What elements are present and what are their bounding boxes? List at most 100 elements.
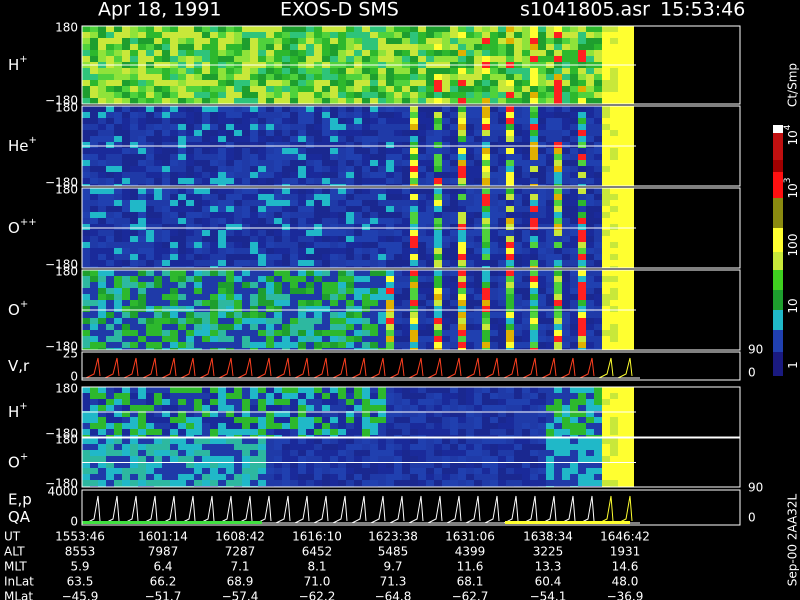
spectrogram-cell bbox=[194, 230, 202, 236]
spectrogram-cell bbox=[602, 154, 610, 160]
spectrogram-cell bbox=[410, 456, 418, 462]
spectrogram-cell bbox=[418, 462, 426, 468]
spectrogram-cell bbox=[106, 474, 114, 480]
spectrogram-cell bbox=[602, 56, 610, 62]
spectrogram-cell bbox=[266, 188, 274, 194]
spectrogram-cell bbox=[82, 212, 90, 218]
spectrogram-cell bbox=[130, 242, 138, 248]
spectrogram-cell bbox=[570, 324, 578, 330]
spectrogram-cell bbox=[466, 254, 474, 260]
spectrogram-cell bbox=[314, 194, 322, 200]
spectrogram-cell bbox=[594, 32, 602, 38]
spectrogram-cell bbox=[186, 38, 194, 44]
spectrogram-cell bbox=[618, 405, 626, 411]
spectrogram-cell bbox=[162, 480, 170, 486]
spectrogram-cell bbox=[338, 393, 346, 399]
spectrogram-cell bbox=[410, 172, 418, 178]
spectrogram-cell bbox=[98, 336, 106, 342]
spectrogram-cell bbox=[210, 212, 218, 218]
trace bbox=[161, 357, 177, 379]
spectrogram-cell bbox=[202, 218, 210, 224]
spectrogram-cell bbox=[170, 160, 178, 166]
spectrogram-cell bbox=[194, 474, 202, 480]
spectrogram-cell bbox=[362, 294, 370, 300]
spectrogram-cell bbox=[90, 26, 98, 32]
spectrogram-cell bbox=[314, 266, 322, 268]
spectrogram-cell bbox=[242, 248, 250, 254]
spectrogram-cell bbox=[338, 330, 346, 336]
spectrogram-cell bbox=[130, 248, 138, 254]
spectrogram-cell bbox=[178, 118, 186, 124]
spectrogram-cell bbox=[106, 32, 114, 38]
spectrogram-cell bbox=[578, 288, 586, 294]
spectrogram-cell bbox=[258, 306, 266, 312]
spectrogram-cell bbox=[330, 32, 338, 38]
spectrogram-cell bbox=[514, 444, 522, 450]
spectrogram-cell bbox=[530, 50, 538, 56]
spectrogram-cell bbox=[98, 318, 106, 324]
spectrogram-cell bbox=[498, 44, 506, 50]
spectrogram-cell bbox=[122, 330, 130, 336]
spectrogram-cell bbox=[250, 26, 258, 32]
spectrogram-cell bbox=[482, 124, 490, 130]
spectrogram-cell bbox=[122, 118, 130, 124]
spectrogram-cell bbox=[234, 178, 242, 184]
trace bbox=[313, 357, 329, 379]
spectrogram-cell bbox=[322, 118, 330, 124]
spectrogram-cell bbox=[394, 44, 402, 50]
spectrogram-cell bbox=[482, 306, 490, 312]
spectrogram-cell bbox=[114, 98, 122, 104]
spectrogram-cell bbox=[218, 32, 226, 38]
spectrogram-cell bbox=[210, 124, 218, 130]
spectrogram-cell bbox=[378, 200, 386, 206]
spectrogram-cell bbox=[298, 32, 306, 38]
spectrogram-cell bbox=[426, 200, 434, 206]
spectrogram-cell bbox=[250, 300, 258, 306]
spectrogram-cell bbox=[194, 348, 202, 350]
spectrogram-cell bbox=[514, 172, 522, 178]
spectrogram-cell bbox=[626, 98, 634, 104]
spectrogram-cell bbox=[458, 336, 466, 342]
spectrogram-cell bbox=[554, 312, 562, 318]
spectrogram-cell bbox=[578, 300, 586, 306]
spectrogram-cell bbox=[298, 468, 306, 474]
spectrogram-cell bbox=[210, 148, 218, 154]
spectrogram-cell bbox=[442, 224, 450, 230]
spectrogram-cell bbox=[258, 236, 266, 242]
spectrogram-cell bbox=[626, 172, 634, 178]
spectrogram-cell bbox=[306, 417, 314, 423]
spectrogram-cell bbox=[106, 423, 114, 429]
spectrogram-cell bbox=[154, 142, 162, 148]
trace bbox=[104, 357, 120, 379]
spectrogram-cell bbox=[370, 166, 378, 172]
spectrogram-cell bbox=[394, 68, 402, 74]
spectrogram-cell bbox=[354, 206, 362, 212]
spectrogram-cell bbox=[490, 166, 498, 172]
spectrogram-cell bbox=[378, 405, 386, 411]
spectrogram-cell bbox=[578, 200, 586, 206]
trace bbox=[180, 357, 196, 379]
spectrogram-cell bbox=[210, 178, 218, 184]
spectrogram-cell bbox=[618, 44, 626, 50]
spectrogram-cell bbox=[210, 306, 218, 312]
spectrogram-cell bbox=[194, 194, 202, 200]
spectrogram-cell bbox=[202, 387, 210, 393]
spectrogram-cell bbox=[114, 260, 122, 266]
spectrogram-cell bbox=[114, 184, 122, 186]
spectrogram-cell bbox=[266, 342, 274, 348]
spectrogram-cell bbox=[378, 50, 386, 56]
spectrogram-cell bbox=[122, 242, 130, 248]
spectrogram-cell bbox=[530, 160, 538, 166]
spectrogram-cell bbox=[378, 468, 386, 474]
spectrogram-cell bbox=[514, 112, 522, 118]
spectrogram-cell bbox=[306, 450, 314, 456]
spectrogram-cell bbox=[210, 294, 218, 300]
spectrogram-cell bbox=[626, 86, 634, 92]
spectrogram-cell bbox=[314, 417, 322, 423]
spectrogram-cell bbox=[586, 411, 594, 417]
spectrogram-cell bbox=[242, 130, 250, 136]
spectrogram-cell bbox=[242, 254, 250, 260]
spectrogram-cell bbox=[170, 166, 178, 172]
spectrogram-cell bbox=[130, 324, 138, 330]
spectrogram-cell bbox=[130, 411, 138, 417]
